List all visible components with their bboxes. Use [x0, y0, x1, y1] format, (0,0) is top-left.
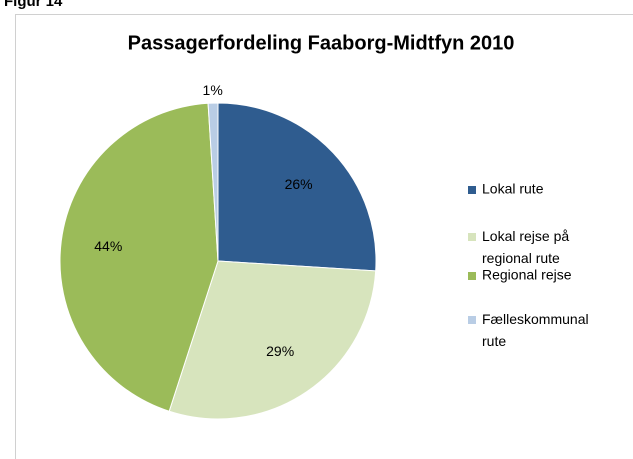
legend-label: Lokal rute [482, 181, 544, 197]
legend-swatch [468, 186, 476, 194]
legend-label: Regional rejse [482, 267, 572, 283]
data-label: 1% [203, 82, 223, 98]
data-label: 26% [285, 176, 313, 192]
legend-swatch [468, 316, 476, 324]
caption: Figur 14 [4, 0, 63, 10]
legend-swatch [468, 272, 476, 280]
pie-slice [168, 260, 377, 420]
legend-swatch [468, 233, 476, 241]
data-label: 29% [266, 343, 294, 359]
pie-slice [217, 102, 377, 272]
legend-label: Fælleskommunal rute [482, 311, 589, 349]
chart-title: Passagerfordeling Faaborg-Midtfyn 2010 [128, 32, 515, 54]
legend-label: Lokal rejse på regional rute [482, 228, 569, 266]
pie-slice [207, 102, 219, 262]
data-label: 44% [94, 238, 122, 254]
pie-slice [59, 102, 219, 412]
